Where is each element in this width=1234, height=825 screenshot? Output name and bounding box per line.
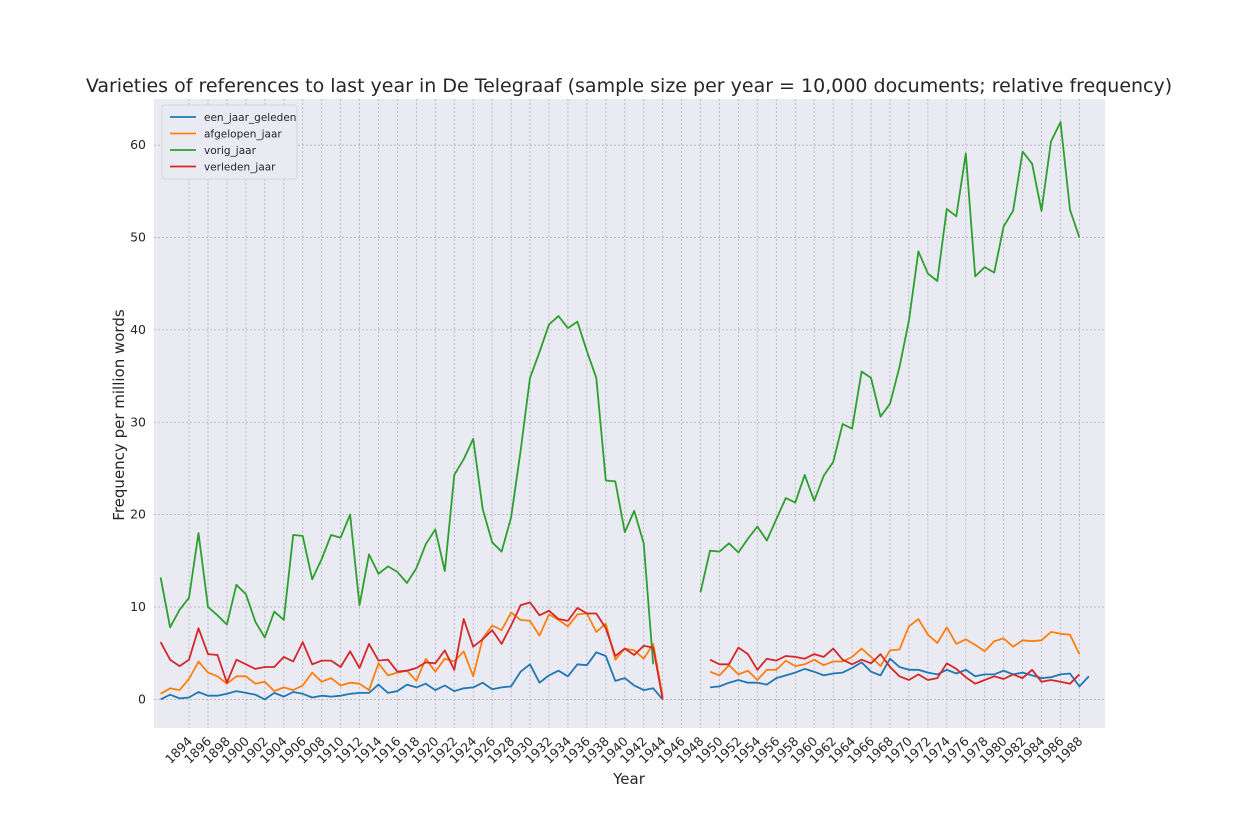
- series-line-afgelopen-jaar: [160, 611, 1081, 697]
- legend-entry: verleden_jaar: [204, 162, 276, 174]
- y-tick-label: 10: [130, 599, 146, 614]
- y-tick-label: 0: [138, 691, 146, 706]
- chart-title: Varieties of references to last year in …: [86, 75, 1172, 97]
- plot-background: [154, 99, 1105, 728]
- series-lines: [159, 121, 1090, 701]
- series-line-vorig-jaar: [159, 121, 1081, 665]
- y-tick-label: 60: [130, 137, 146, 152]
- legend-entry: een_jaar_geleden: [204, 112, 296, 124]
- y-axis-label: Frequency per million words: [110, 309, 128, 521]
- legend: een_jaar_geleden afgelopen_jaar vorig_jaar…: [161, 104, 298, 180]
- y-tick-label: 40: [130, 322, 146, 337]
- y-tick-label: 20: [130, 507, 146, 522]
- series-line-een-jaar-geleden: [160, 651, 1090, 701]
- y-tick-labels: 0 10 20 30 40 50 60: [130, 137, 146, 706]
- x-tick-labels: 1894189618981900190219041906190819101912…: [162, 733, 1086, 766]
- series-line-verleden-jaar: [159, 601, 1081, 700]
- x-axis-label: Year: [612, 770, 646, 788]
- y-tick-label: 30: [130, 414, 146, 429]
- y-tick-label: 50: [130, 230, 146, 245]
- legend-entry: vorig_jaar: [204, 145, 257, 157]
- legend-entry: afgelopen_jaar: [204, 129, 282, 141]
- legend-box: [161, 104, 298, 180]
